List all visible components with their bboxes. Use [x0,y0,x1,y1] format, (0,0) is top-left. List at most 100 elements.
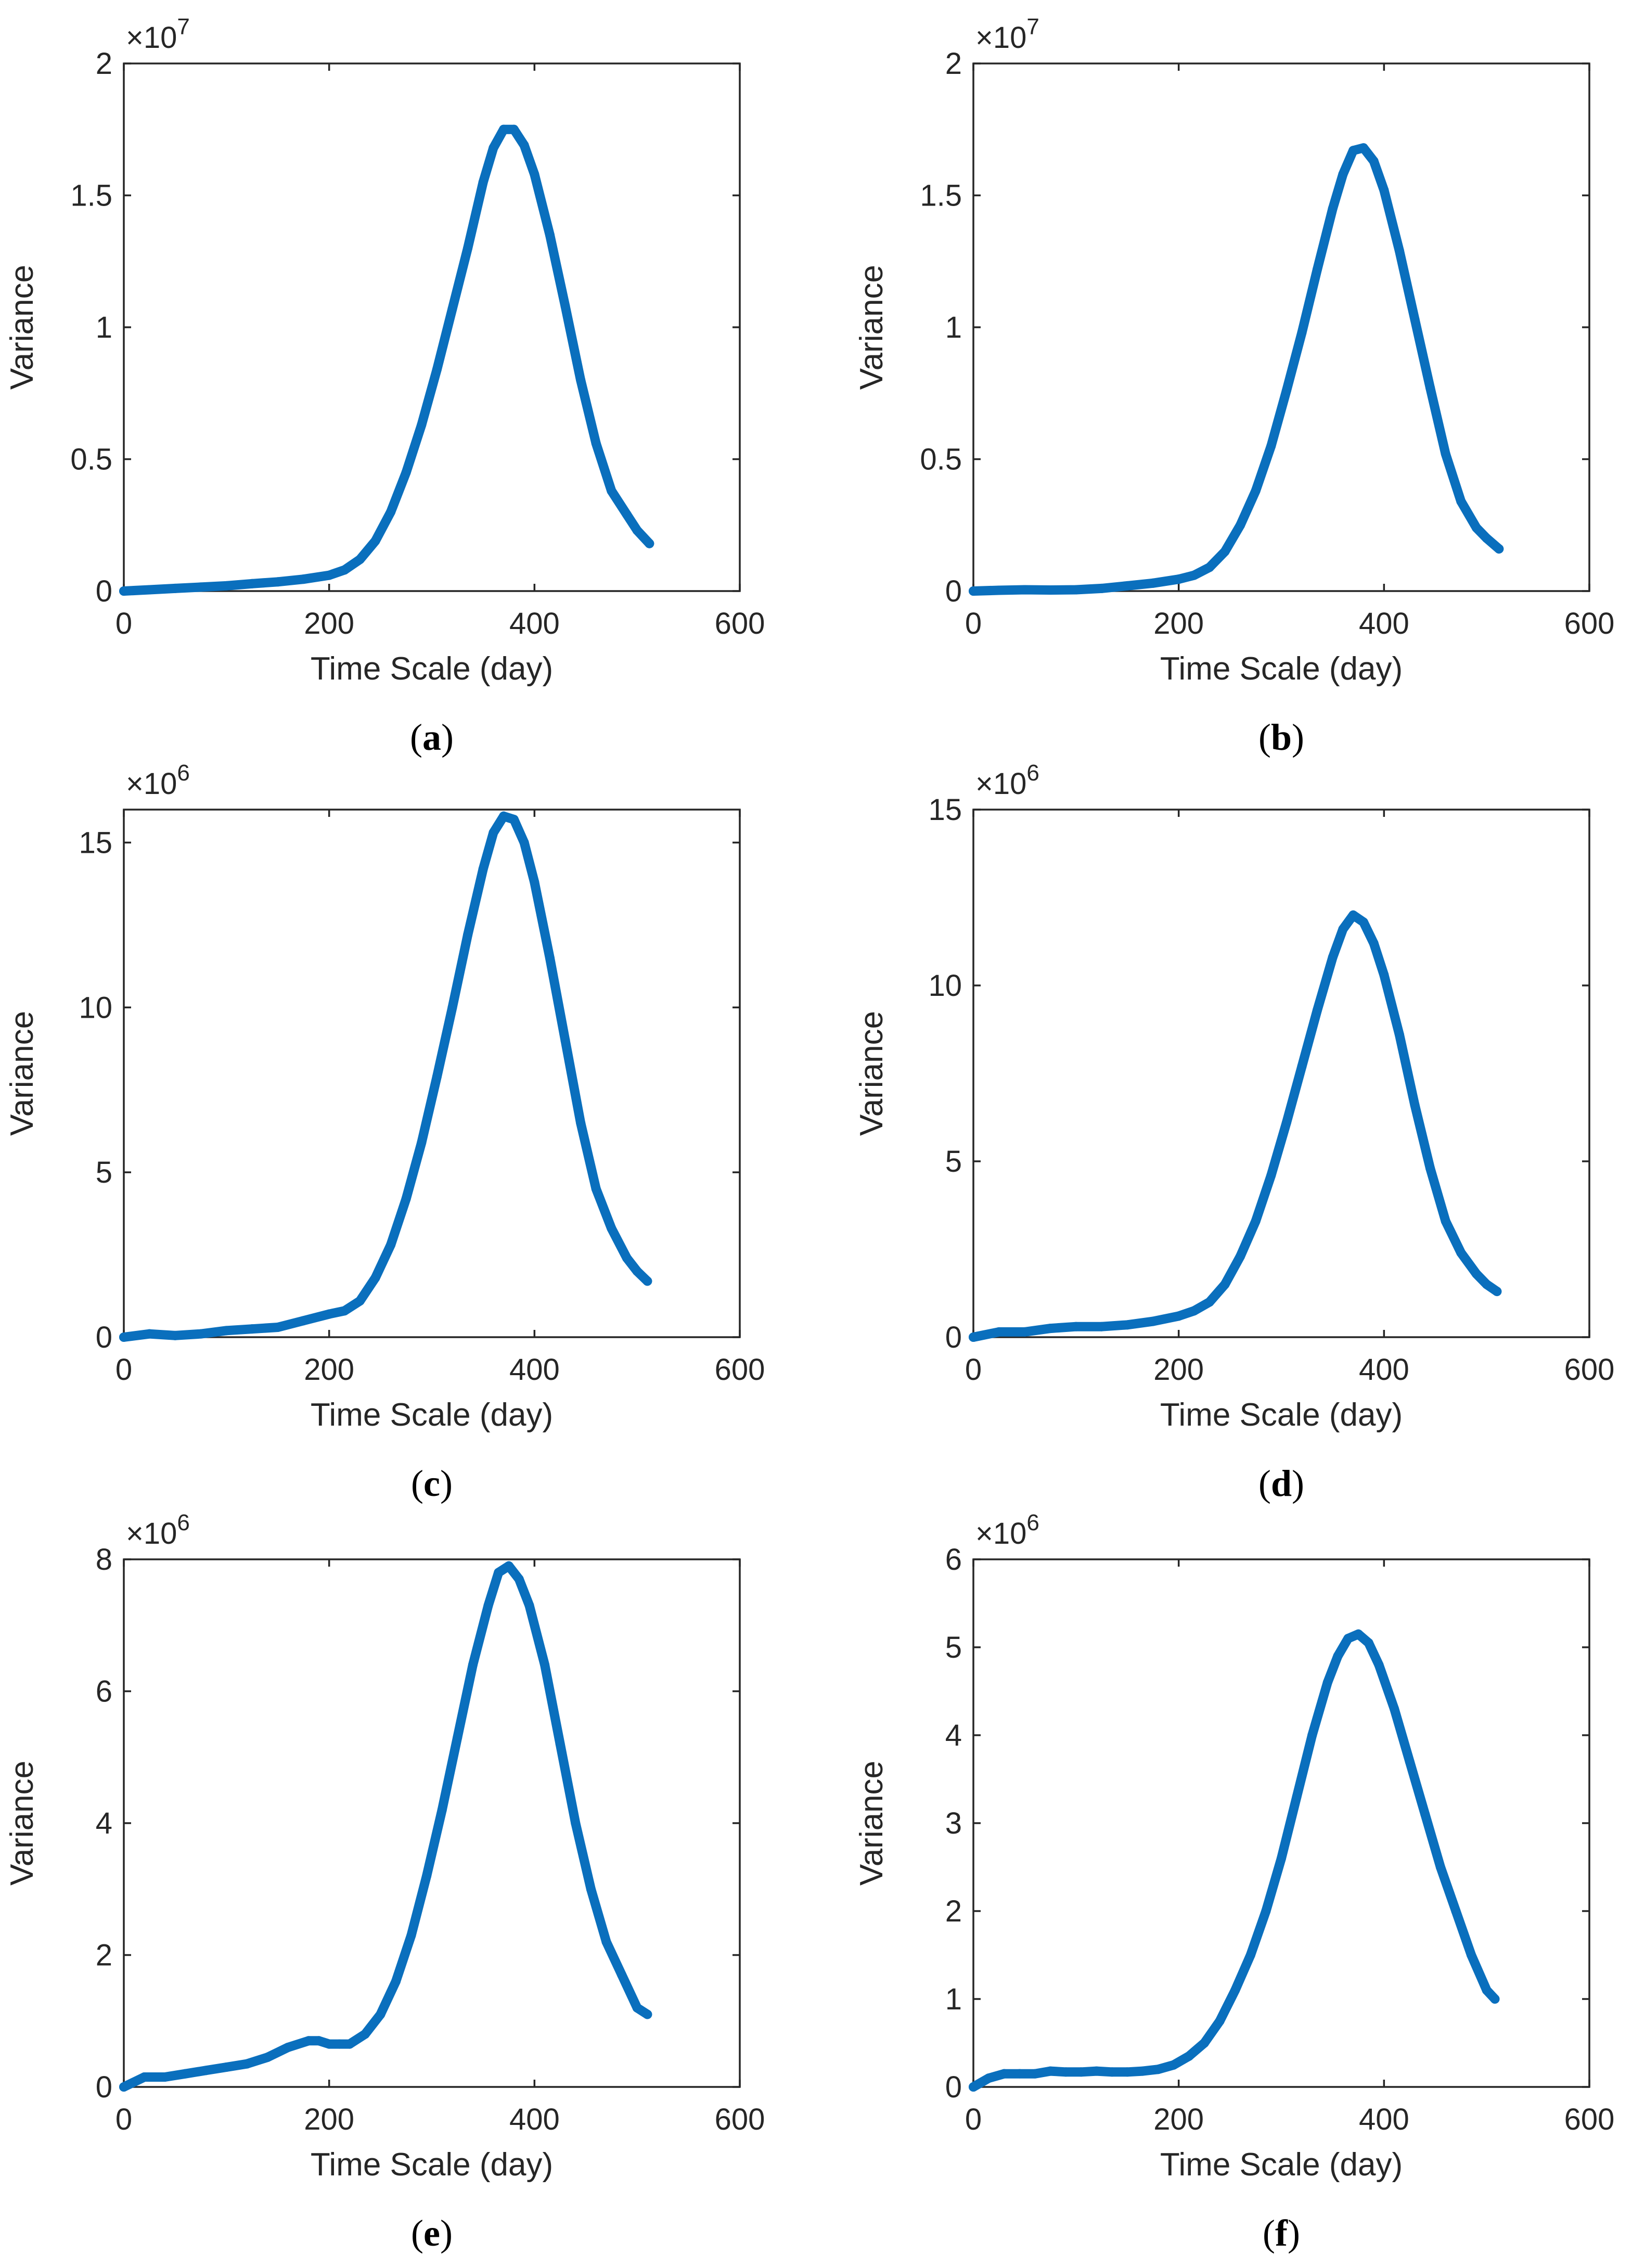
data-point [1369,938,1379,948]
data-point [1482,1985,1492,1995]
y-tick-label: 15 [928,793,962,827]
data-point [1297,328,1307,338]
data-point [1020,585,1030,595]
data-point [1123,2067,1132,2077]
data-point [591,1184,601,1194]
data-point [1410,314,1420,324]
data-point [1374,1660,1384,1670]
data-point [222,2062,232,2072]
data-point [969,586,978,596]
x-tick-label: 400 [509,607,560,640]
data-point [560,301,570,311]
data-point [1251,486,1261,496]
y-axis-label: Variance [4,265,40,390]
data-point [540,1660,550,1670]
y-axis-label: Variance [4,1011,40,1136]
data-point [1261,1906,1271,1916]
panel-paren-close: ) [1292,716,1304,758]
data-point [1076,2067,1086,2077]
panel-label: (d) [1258,1463,1304,1504]
data-point [463,930,473,940]
exponent-base: ×10 [975,21,1026,55]
x-tick-label: 400 [1359,1353,1409,1387]
data-point [1482,533,1492,543]
exponent-label: ×106 [126,1510,190,1551]
data-point [1379,185,1389,195]
data-point [463,243,473,253]
y-tick-label: 6 [96,1675,112,1709]
exponent-label: ×106 [126,760,190,801]
data-point [1348,910,1358,920]
data-point [376,2009,385,2019]
data-point [1281,1118,1291,1127]
x-tick-label: 600 [1564,607,1615,640]
panel-label: (a) [410,716,454,758]
x-axis-label: Time Scale (day) [311,651,553,687]
data-point [1230,1985,1240,1995]
data-point [386,507,396,517]
data-point [1467,1950,1476,1960]
data-point [509,815,519,825]
panel-paren-open: ( [1258,716,1271,758]
data-point [1138,2066,1148,2076]
data-point [406,1930,416,1940]
data-point [994,1327,1004,1337]
data-point [1425,383,1435,393]
data-point [1425,1163,1435,1173]
data-point [370,536,380,546]
panel-letter: f [1275,2212,1288,2254]
data-point [196,1329,205,1339]
data-point [401,1194,411,1203]
exponent-label: ×106 [975,760,1039,801]
data-point [494,1568,504,1578]
data-point [1456,496,1466,506]
x-tick-label: 200 [1153,1353,1204,1387]
data-point [1153,2065,1163,2074]
data-point [478,864,488,874]
data-point [1328,203,1338,213]
data-point [999,2069,1009,2079]
data-point [586,1884,596,1894]
panel-label: (f) [1263,2212,1300,2254]
y-tick-label: 5 [945,1631,962,1664]
y-tick-label: 15 [79,826,112,860]
data-point [1014,2069,1024,2079]
data-point [1251,1216,1261,1226]
data-point [1364,1638,1373,1648]
y-tick-label: 1.5 [70,179,112,213]
exponent-power: 6 [1026,760,1039,786]
exponent-label: ×106 [975,1510,1039,1551]
data-point [1441,449,1450,459]
data-point [530,169,539,179]
data-point [1091,2066,1101,2076]
exponent-power: 7 [1026,14,1039,40]
exponent-base: ×10 [975,1517,1026,1551]
exponent-power: 7 [177,14,189,40]
data-point [1494,544,1504,554]
axes-frame [972,809,1590,1338]
exponent-power: 6 [177,760,189,786]
data-point [478,177,488,187]
x-tick-label: 600 [715,1353,765,1387]
axes-frame [123,1558,741,2088]
y-axis-label: Variance [854,1761,890,1886]
data-point [1471,523,1481,533]
y-axis-label: Variance [4,1761,40,1886]
y-tick-label: 5 [96,1156,112,1189]
data-point [1354,1629,1363,1639]
data-point [447,304,457,314]
data-point [1204,562,1214,572]
data-point [170,583,180,593]
data-point [1343,1634,1353,1644]
data-point [509,124,519,134]
exponent-base: ×10 [126,767,177,801]
y-tick-label: 10 [928,969,962,1003]
data-point [401,467,411,477]
y-tick-label: 0 [945,1321,962,1354]
x-tick-label: 0 [965,1353,982,1387]
data-point [545,230,555,240]
data-point [601,1937,611,1947]
data-point [139,2072,149,2082]
y-tick-label: 3 [945,1806,962,1840]
exponent-power: 6 [177,1510,189,1535]
